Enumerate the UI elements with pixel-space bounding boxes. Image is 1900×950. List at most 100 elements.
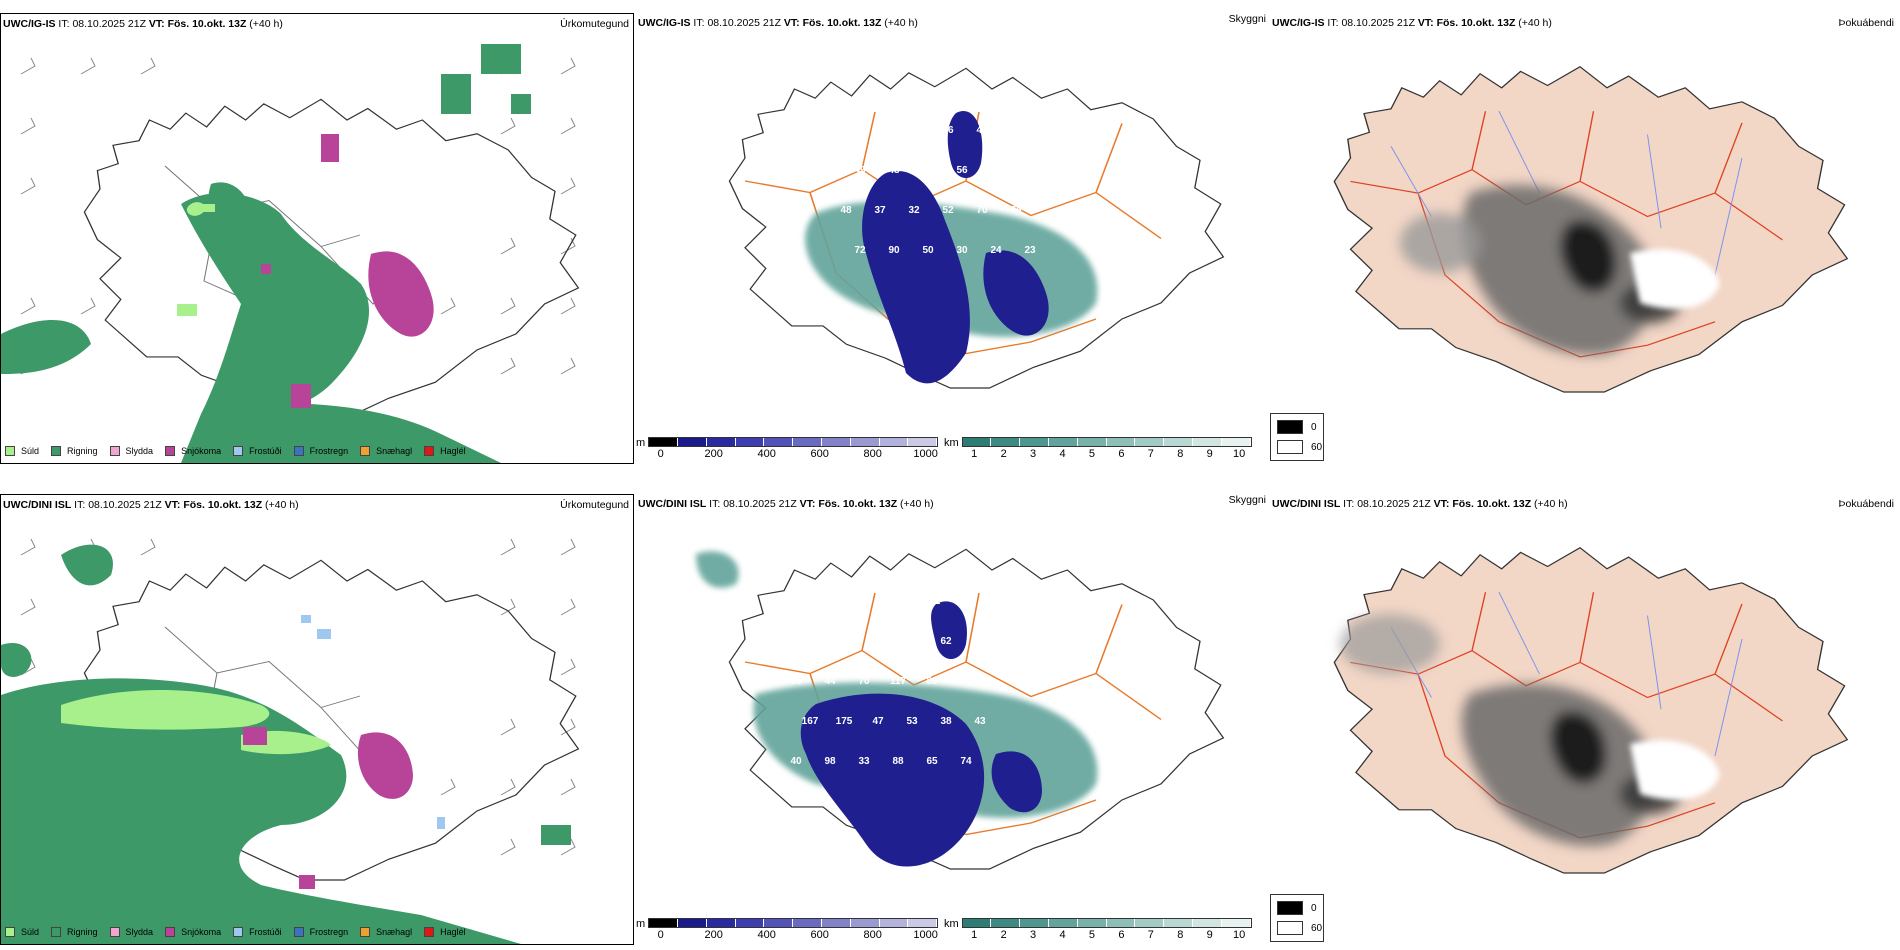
vt-value: Fös. 10.okt. 13Z [802, 17, 882, 29]
colorbar-tick-label: 600 [810, 448, 829, 460]
colorbar-segment [1049, 438, 1078, 446]
visibility-colorbar: km 1 2 3 4 5 6 7 8 9 10 [944, 437, 1252, 460]
cloud-height-label: 23 [1024, 245, 1036, 256]
drizzle-area [177, 202, 215, 316]
fog-title: Þokuábendi [1838, 498, 1894, 510]
cloud-height-label: 35 [824, 596, 836, 607]
cloud-height-label: 167 [802, 716, 819, 727]
colorbar-tick-label: 1000 [913, 448, 938, 460]
legend-swatch [1277, 901, 1303, 915]
legend-label: Rigning [67, 446, 98, 456]
legend-swatch [233, 446, 244, 456]
it-value: 08.10.2025 21Z [1357, 498, 1431, 510]
colorbar-tick-label: 2 [1000, 929, 1007, 941]
legend-swatch [165, 927, 176, 937]
precip-type-map [1, 538, 580, 944]
cloud-height-label: 49 [976, 125, 988, 136]
cloud-height-label: 40 [790, 756, 802, 767]
colorbar-tick-label: 10 [1233, 929, 1246, 941]
colorbar-tick-label: 7 [1147, 929, 1154, 941]
legend-item: Rigning [51, 927, 98, 937]
precip-type-panel-row2: UWC/DINI ISL IT: 08.10.2025 21Z VT: Fös.… [0, 494, 634, 945]
colorbar-tick-label: 200 [704, 448, 723, 460]
cloud-height-label: 74 [990, 165, 1002, 176]
legend-item: Snjókoma [165, 927, 221, 937]
colorbar-unit: m [636, 437, 646, 449]
cloud-height-label: 74 [960, 756, 972, 767]
colorbar-segment [677, 919, 707, 927]
precip-type-map [1, 44, 580, 463]
colorbar-segment [793, 919, 822, 927]
legend-swatch [360, 446, 371, 456]
cloud-height-label: 91 [874, 125, 886, 136]
cloud-height-label: 76 [1010, 205, 1022, 216]
legend-label: Snæhagl [376, 927, 413, 937]
colorbar-segment [735, 919, 765, 927]
precip-type-panel-row1: UWC/IG-IS IT: 08.10.2025 21Z VT: Fös. 10… [0, 13, 634, 464]
colorbar-segment [1221, 438, 1251, 446]
it-label: IT: [1327, 17, 1339, 29]
colorbar-segment [908, 438, 938, 446]
legend-label: Snjókoma [181, 927, 222, 937]
legend-swatch [5, 927, 15, 937]
legend-swatch [293, 446, 304, 456]
fog-indicator-map [1333, 547, 1848, 874]
cloud-height-label: 36 [872, 636, 884, 647]
legend-label: 0 [1311, 902, 1317, 914]
colorbar-tick-label: 2 [1000, 448, 1007, 460]
colorbar-segment [735, 438, 765, 446]
fog-legend: 0 60 [1270, 413, 1324, 461]
vt-label: VT: [148, 18, 165, 30]
model-name: UWC/IG-IS [3, 18, 56, 30]
cloud-height-label: 62 [940, 636, 952, 647]
colorbar-tick-label: 7 [1147, 448, 1154, 460]
colorbar-segment [1049, 919, 1078, 927]
legend-label: 60 [1311, 441, 1323, 453]
colorbar-ticks: 0 200 400 600 800 1000 [649, 448, 938, 462]
colorbar-tick-label: 9 [1206, 448, 1213, 460]
colorbar-segment [1193, 919, 1222, 927]
colorbar-tick-label: 5 [1088, 929, 1095, 941]
colorbar-segment [991, 438, 1021, 446]
fog-indicator-panel-row1: UWC/IG-IS IT: 08.10.2025 21Z VT: Fös. 10… [1270, 13, 1900, 464]
legend-swatch [233, 927, 244, 937]
legend-item: Frostregn [293, 927, 349, 937]
lead-time: (+40 h) [249, 18, 283, 30]
it-value: 08.10.2025 21Z [707, 17, 781, 29]
cloud-height-label: 71 [1010, 125, 1022, 136]
cloud-height-label: 70 [976, 205, 988, 216]
colorbar-segment [1221, 919, 1251, 927]
cloud-height-label: 70 [858, 676, 870, 687]
colorbar-tick-label: 6 [1118, 448, 1125, 460]
fog-legend-row: 60 [1277, 921, 1322, 935]
legend-label: Slydda [125, 446, 154, 456]
colorbar-unit: m [636, 918, 646, 930]
model-name: UWC/IG-IS [638, 17, 691, 29]
colorbar-tick-label: 3 [1030, 448, 1037, 460]
colorbar-tick-label: 4 [1059, 448, 1066, 460]
legend-label: Rigning [67, 927, 98, 937]
colorbar-segment [879, 919, 909, 927]
vt-label: VT: [1417, 17, 1434, 29]
legend-label: Súld [21, 446, 40, 456]
legend-label: Frostúði [249, 927, 282, 937]
colorbar-segment [764, 438, 794, 446]
legend-label: Frostúði [249, 446, 282, 456]
legend-label: Frostregn [309, 927, 349, 937]
it-value: 08.10.2025 21Z [72, 18, 146, 30]
fog-legend-row: 0 [1277, 420, 1317, 434]
rain-area [1, 44, 531, 463]
legend-swatch [109, 927, 120, 937]
fog-legend-row: 0 [1277, 901, 1317, 915]
colorbar-tick-label: 0 [657, 448, 664, 460]
lead-time: (+40 h) [884, 17, 918, 29]
colorbar-segment [1077, 438, 1107, 446]
cloud-height-label: 50 [908, 125, 920, 136]
vt-value: Fös. 10.okt. 13Z [167, 18, 247, 30]
panel-header: UWC/IG-IS IT: 08.10.2025 21Z VT: Fös. 10… [1272, 17, 1896, 33]
cloud-height-label: 52 [790, 596, 802, 607]
colorbar-tick-label: 600 [810, 929, 829, 941]
fog-legend-row: 60 [1277, 440, 1322, 454]
colorbar-segment [793, 438, 822, 446]
vt-value: Fös. 10.okt. 13Z [183, 499, 263, 511]
